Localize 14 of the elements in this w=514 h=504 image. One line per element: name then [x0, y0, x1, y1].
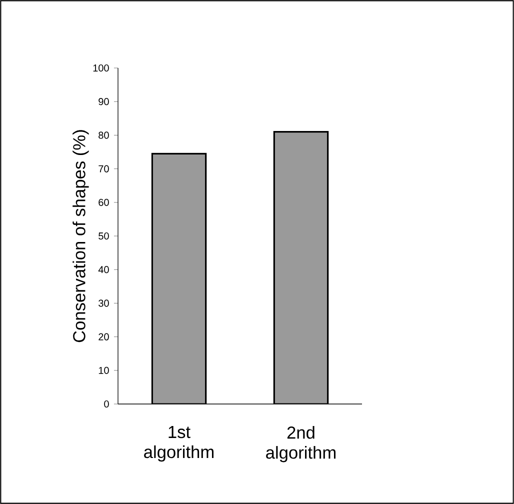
- x-tick-label: 1st algorithm: [144, 426, 214, 462]
- y-tick-label: 50: [98, 232, 109, 240]
- y-tick-label: 80: [98, 132, 109, 139]
- y-tick-label: 60: [98, 198, 109, 206]
- y-axis-title: Conservation of shapes (%): [72, 130, 89, 342]
- x-tick-label: 2nd algorithm: [266, 426, 336, 462]
- y-tick-label: 0: [104, 400, 109, 408]
- y-tick-label: 100: [93, 64, 109, 72]
- y-tick-label: 30: [98, 300, 109, 307]
- y-tick-label: 20: [98, 333, 109, 340]
- y-tick-label: 90: [98, 98, 109, 106]
- y-tick-label: 10: [98, 366, 109, 374]
- y-tick-label: 40: [98, 266, 109, 274]
- y-tick-label: 70: [98, 165, 109, 172]
